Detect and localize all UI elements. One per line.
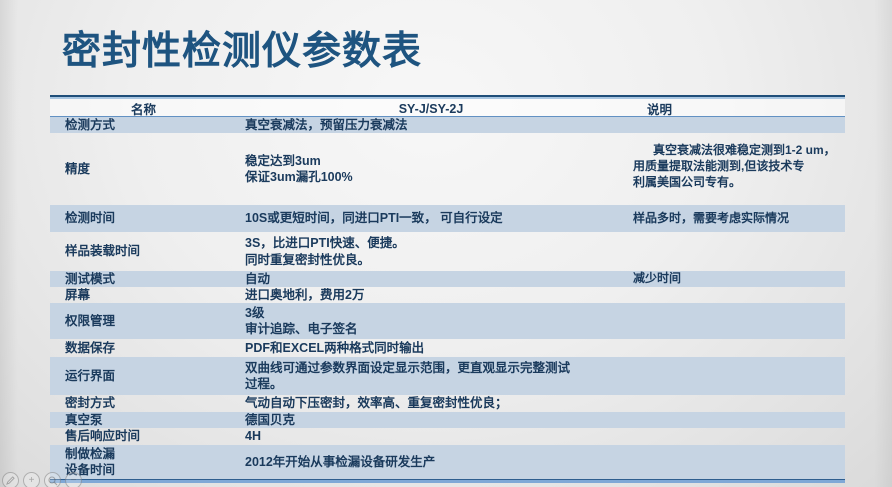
table-row: 检测方式 真空衰减法，预留压力衰减法 [50,117,845,133]
row-label: 真空泵 [65,412,103,427]
table-row: 精度 稳定达到3um 保证3um漏孔100% 真空衰减法很难稳定测到1-2 um… [50,133,845,205]
row-value: 真空衰减法，预留压力衰减法 [245,117,408,132]
row-label: 屏幕 [65,287,91,302]
row-note [625,303,845,339]
row-note [625,339,845,357]
column-header-model: SY-J/SY-2J [398,101,464,116]
zoom-in-icon[interactable]: + [23,472,40,487]
row-value: 4H [245,429,261,444]
table-row: 运行界面 双曲线可通过参数界面设定显示范围，更直观显示完整测试 过程。 [50,357,845,395]
row-value: 3S，比进口PTI快速、便捷。 同时重复密封性优良。 [245,236,405,267]
row-note [625,395,845,412]
table-row: 数据保存 PDF和EXCEL两种格式同时输出 [50,339,845,357]
row-label: 数据保存 [65,340,116,355]
row-value: 德国贝克 [245,412,296,427]
table-header-row: 名称 SY-J/SY-2J 说明 [50,99,845,117]
row-note: 减少时间 [633,271,682,286]
row-note: 真空衰减法很难稳定测到1-2 um， 用质量提取法能测到,但该技术专 利属美国公… [633,143,836,189]
table-top-border [50,95,845,97]
row-label: 权限管理 [65,313,116,328]
page-title: 密封性检测仪参数表 [62,30,423,73]
row-value: 进口奥地利，费用2万 [245,287,365,302]
row-value: 3级 审计追踪、电子签名 [245,305,358,337]
table-top-accent [50,97,845,99]
row-value: 10S或更短时间，同进口PTI一致， 可自行设定 [245,211,503,226]
table-bottom-accent [50,480,845,483]
row-value: 气动自动下压密封，效率高、重复密封性优良； [245,396,508,411]
parameter-table: 名称 SY-J/SY-2J 说明 检测方式 真空衰减法，预留压力衰减法 精度 稳… [50,95,845,483]
row-label: 检测方式 [65,117,116,132]
row-label: 运行界面 [65,368,116,383]
table-row: 真空泵 德国贝克 [50,412,845,428]
row-value: 稳定达到3um 保证3um漏孔100% [245,153,353,185]
row-note [625,412,845,428]
row-note: 样品多时，需要考虑实际情况 [633,210,790,225]
table-row: 测试模式 自动 减少时间 [50,271,845,287]
column-header-name: 名称 [130,103,156,117]
row-label: 样品装载时间 [65,244,141,259]
zoom-out-icon[interactable]: − [65,472,82,487]
edit-icon[interactable] [2,472,19,487]
table-bottom-border [50,479,845,480]
row-note [625,117,845,133]
row-label: 密封方式 [65,396,116,411]
row-note [625,232,845,271]
row-value: 双曲线可通过参数界面设定显示范围，更直观显示完整测试 过程。 [245,360,571,392]
column-header-note: 说明 [647,103,673,117]
row-label: 售后响应时间 [65,429,141,444]
table-row: 售后响应时间 4H [50,428,845,445]
row-label: 精度 [65,161,91,176]
search-icon[interactable] [44,472,61,487]
row-note [625,287,845,303]
row-note [625,357,845,395]
row-label: 测试模式 [65,271,116,286]
row-label: 检测时间 [65,211,116,226]
row-note [625,445,845,479]
table-row: 检测时间 10S或更短时间，同进口PTI一致， 可自行设定 样品多时，需要考虑实… [50,205,845,232]
table-row: 密封方式 气动自动下压密封，效率高、重复密封性优良； [50,395,845,412]
table-row: 权限管理 3级 审计追踪、电子签名 [50,303,845,339]
row-value: 2012年开始从事检漏设备研发生产 [245,454,436,469]
row-note [625,428,845,445]
table-row: 屏幕 进口奥地利，费用2万 [50,287,845,303]
table-row: 制做检漏 设备时间 2012年开始从事检漏设备研发生产 [50,445,845,479]
row-value: 自动 [245,271,271,286]
viewer-floating-toolbar: + − [2,472,82,487]
header-divider [50,116,845,117]
table-row: 样品装载时间 3S，比进口PTI快速、便捷。 同时重复密封性优良。 [50,232,845,271]
row-value: PDF和EXCEL两种格式同时输出 [245,340,425,355]
